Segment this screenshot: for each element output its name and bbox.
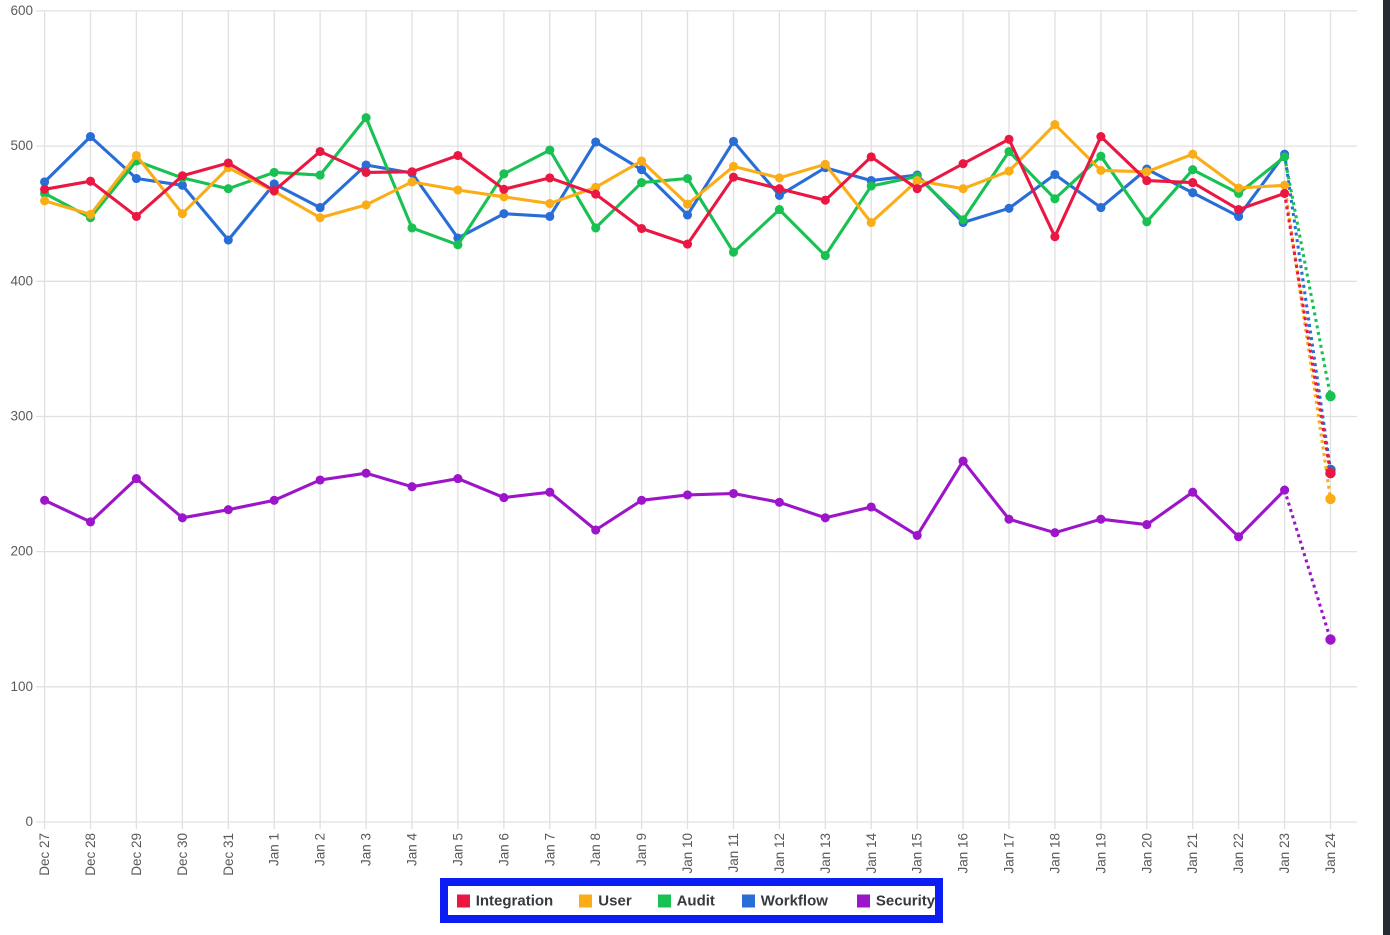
svg-text:Jan 4: Jan 4 [405,833,420,867]
svg-text:Jan 2: Jan 2 [313,833,328,866]
svg-text:600: 600 [10,3,33,18]
svg-text:Jan 24: Jan 24 [1323,833,1338,874]
svg-text:Jan 16: Jan 16 [956,833,971,874]
svg-text:Jan 15: Jan 15 [910,833,925,874]
svg-text:Jan 8: Jan 8 [588,833,603,866]
svg-text:300: 300 [10,409,33,424]
svg-text:Dec 31: Dec 31 [221,833,236,876]
svg-text:Jan 18: Jan 18 [1047,833,1062,874]
svg-text:Dec 28: Dec 28 [83,833,98,876]
svg-text:Jan 11: Jan 11 [726,833,741,873]
svg-text:Jan 10: Jan 10 [680,833,695,874]
svg-text:Jan 17: Jan 17 [1002,833,1017,874]
svg-text:100: 100 [10,679,33,694]
svg-text:Jan 5: Jan 5 [450,833,465,866]
svg-text:Jan 12: Jan 12 [772,833,787,874]
svg-text:400: 400 [10,273,33,288]
svg-text:Jan 19: Jan 19 [1093,833,1108,874]
svg-text:Jan 6: Jan 6 [496,833,511,866]
svg-text:500: 500 [10,138,33,153]
svg-text:Jan 9: Jan 9 [634,833,649,866]
svg-text:0: 0 [25,814,33,829]
svg-text:Jan 7: Jan 7 [542,833,557,866]
svg-text:Jan 1: Jan 1 [267,833,282,866]
svg-text:Dec 27: Dec 27 [37,833,52,876]
svg-text:Jan 23: Jan 23 [1277,833,1292,874]
svg-text:Jan 21: Jan 21 [1185,833,1200,874]
svg-text:Jan 22: Jan 22 [1231,833,1246,874]
svg-text:Jan 20: Jan 20 [1139,833,1154,874]
svg-text:Dec 29: Dec 29 [129,833,144,876]
svg-text:Jan 3: Jan 3 [359,833,374,866]
svg-text:Jan 14: Jan 14 [864,833,879,874]
svg-text:Dec 30: Dec 30 [175,833,190,876]
svg-text:Jan 13: Jan 13 [818,833,833,874]
svg-text:200: 200 [10,544,33,559]
